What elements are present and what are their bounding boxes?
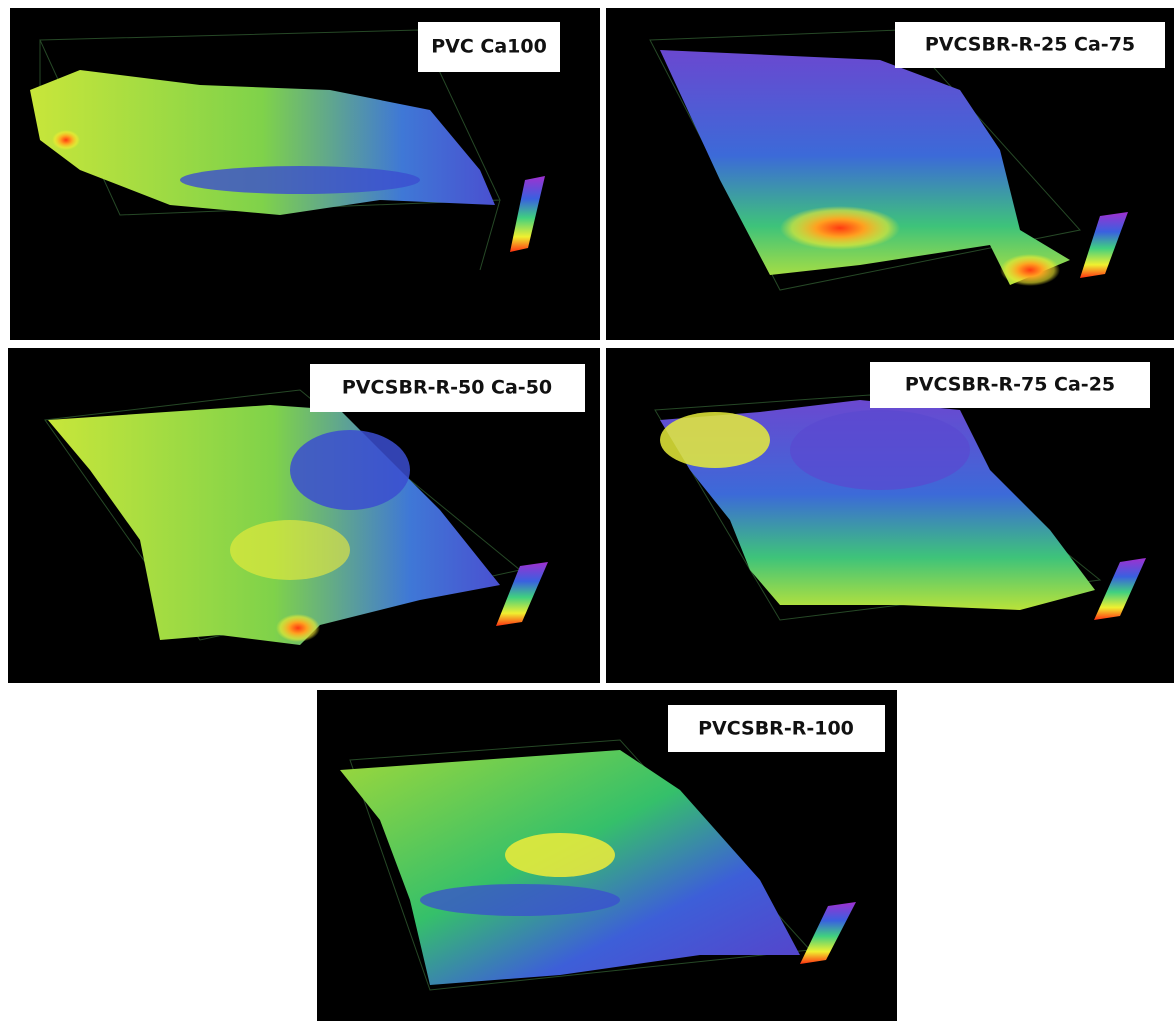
panel-label: PVCSBR-R-75 Ca-25	[905, 374, 1115, 396]
surface-detail	[420, 884, 620, 916]
surface-detail	[276, 614, 320, 642]
panel: PVCSBR-R-75 Ca-25	[606, 348, 1174, 683]
surface-detail	[660, 412, 770, 468]
surface-detail	[505, 833, 615, 877]
panel-label: PVCSBR-R-25 Ca-75	[925, 34, 1135, 56]
surface-detail	[290, 430, 410, 510]
surface-detail	[780, 206, 900, 250]
panel: PVCSBR-R-50 Ca-50	[8, 348, 600, 683]
panel: PVC Ca100	[10, 8, 600, 340]
panel: PVCSBR-R-100	[317, 690, 897, 1021]
panel-label: PVCSBR-R-100	[698, 718, 854, 740]
surface-detail	[790, 410, 970, 490]
figure: PVC Ca100 PVCSBR-R-25 Ca-75 PVCSBR-R-50 …	[0, 0, 1174, 1021]
panel-label: PVC Ca100	[431, 36, 547, 58]
panel-label: PVCSBR-R-50 Ca-50	[342, 377, 552, 399]
surface-detail	[230, 520, 350, 580]
surface-detail	[1000, 254, 1060, 286]
panel: PVCSBR-R-25 Ca-75	[606, 8, 1174, 340]
surface-detail	[52, 130, 80, 150]
surface-detail	[180, 166, 420, 194]
